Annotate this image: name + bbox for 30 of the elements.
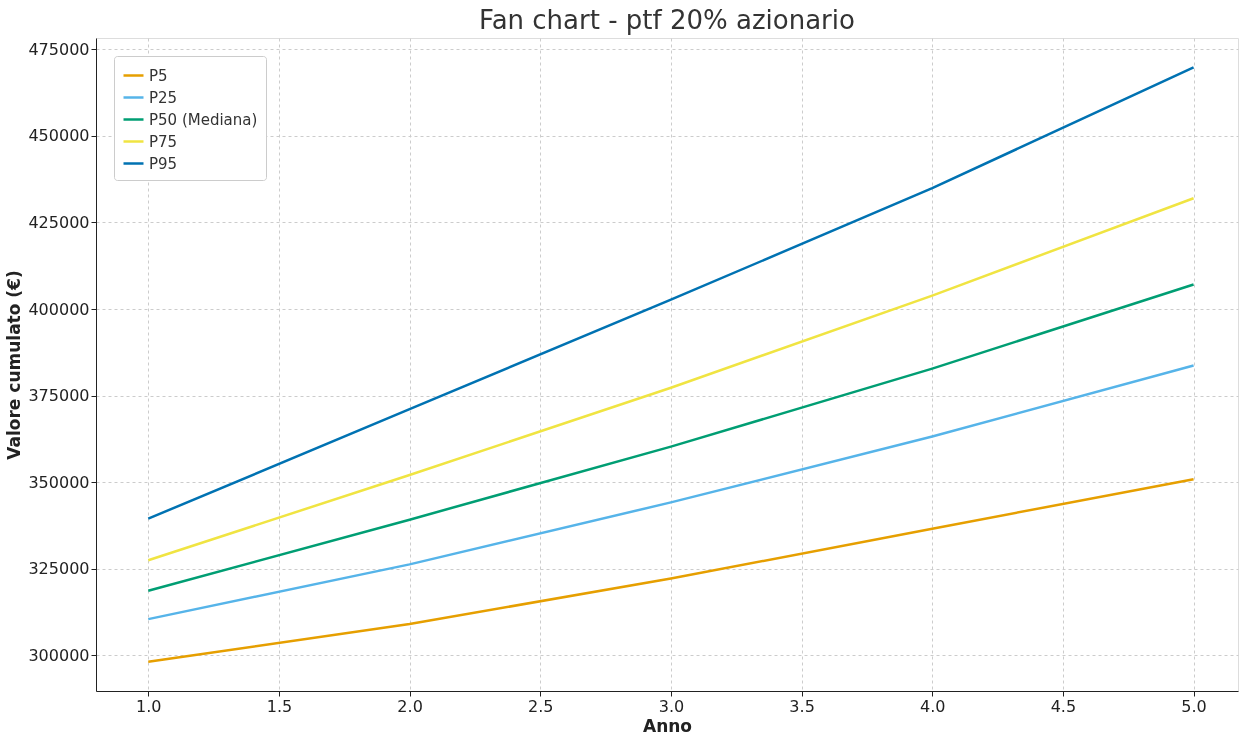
chart-title: Fan chart - ptf 20% azionario (479, 5, 855, 35)
x-tick-label: 1.0 (136, 696, 162, 716)
line-series (147, 364, 1195, 621)
x-tick-label: 3.5 (789, 696, 815, 716)
y-tick-label: 450000 (28, 126, 90, 146)
x-axis-title: Anno (642, 715, 693, 736)
y-tick-label: 425000 (28, 212, 90, 232)
x-tick-label: 2.0 (397, 696, 423, 716)
x-tick-label: 2.5 (528, 696, 554, 716)
legend-label: P5 (149, 66, 168, 85)
x-tick-label: 4.0 (920, 696, 946, 716)
x-tick-label: 3.0 (658, 696, 685, 716)
y-tick-label: 400000 (28, 299, 90, 319)
y-tick-label: 475000 (28, 39, 90, 59)
y-tick-label: 300000 (28, 645, 90, 665)
legend-label: P25 (149, 88, 178, 107)
y-tick-label: 375000 (28, 386, 90, 406)
legend-label: P95 (149, 154, 178, 173)
line-series (147, 477, 1195, 663)
y-tick-label: 325000 (28, 559, 90, 579)
y-axis-title: Valore cumulato (€) (4, 270, 25, 460)
line-series (147, 66, 1195, 520)
legend-label: P50 (Mediana) (149, 110, 258, 129)
line-series (147, 196, 1195, 562)
x-tick-label: 5.0 (1181, 696, 1207, 716)
line-series (147, 283, 1195, 592)
x-tick-label: 1.5 (266, 696, 293, 716)
x-tick-label: 4.5 (1050, 696, 1077, 716)
legend-label: P75 (149, 132, 178, 151)
y-tick-label: 350000 (28, 472, 90, 492)
